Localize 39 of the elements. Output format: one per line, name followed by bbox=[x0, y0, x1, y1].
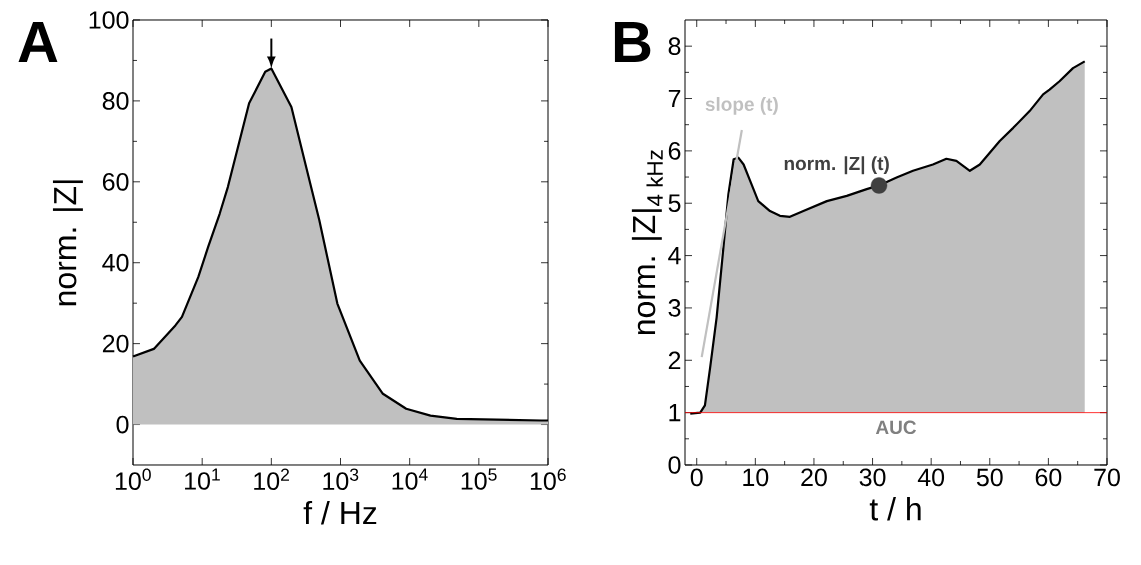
x-tick-label: 60 bbox=[1035, 468, 1062, 487]
y-tick-label: 6 bbox=[668, 142, 681, 160]
x-tick-label: 10$^{3}$ bbox=[323, 468, 359, 491]
x-tick-label: 10$^{2}$ bbox=[254, 468, 289, 491]
chart-title: B bbox=[614, 22, 651, 62]
x-tick-label: 40 bbox=[917, 468, 945, 487]
x-tick-label: 30 bbox=[859, 468, 886, 487]
y-tick-label: 20 bbox=[102, 334, 129, 353]
x-tick-label: 10$^{0}$ bbox=[115, 468, 151, 491]
x-tick-label: 10 bbox=[743, 468, 769, 487]
annotation: AUC bbox=[875, 420, 917, 435]
x-tick-label: 70 bbox=[1094, 468, 1120, 487]
x-axis-title: t / h bbox=[869, 497, 921, 521]
x-tick-label: 0 bbox=[690, 468, 703, 487]
x-tick-label: 10$^{4}$ bbox=[392, 468, 428, 490]
y-tick-label: 60 bbox=[102, 172, 129, 191]
x-tick-label: 50 bbox=[976, 468, 1003, 487]
annotation: slope (t) bbox=[705, 97, 778, 115]
y-tick-label: 3 bbox=[668, 299, 681, 317]
y-tick-label: 0 bbox=[116, 415, 129, 434]
y-tick-label: 100 bbox=[89, 11, 129, 29]
y-tick-label: 80 bbox=[102, 92, 129, 110]
y-axis-title: norm. |Z| bbox=[52, 180, 83, 306]
y-tick-label: 5 bbox=[668, 194, 681, 212]
y-axis-title: norm. |Z|$_{4 kHz}$ bbox=[631, 150, 663, 335]
x-tick-label: 20 bbox=[801, 468, 827, 487]
y-tick-label: 40 bbox=[102, 253, 129, 272]
x-axis-title: f / Hz bbox=[303, 500, 377, 525]
y-tick-label: 1 bbox=[669, 404, 681, 422]
x-tick-label: 10$^{5}$ bbox=[461, 468, 497, 490]
y-tick-label: 2 bbox=[668, 351, 681, 370]
x-tick-label: 10$^{6}$ bbox=[530, 468, 566, 491]
y-tick-label: 7 bbox=[668, 89, 681, 108]
chart-title: A bbox=[18, 22, 58, 62]
annotation: norm. |Z| (t) bbox=[784, 156, 889, 175]
y-tick-label: 8 bbox=[668, 37, 681, 56]
x-tick-label: 10$^{1}$ bbox=[185, 468, 220, 490]
y-tick-label: 0 bbox=[668, 456, 681, 474]
y-tick-label: 4 bbox=[668, 246, 681, 265]
